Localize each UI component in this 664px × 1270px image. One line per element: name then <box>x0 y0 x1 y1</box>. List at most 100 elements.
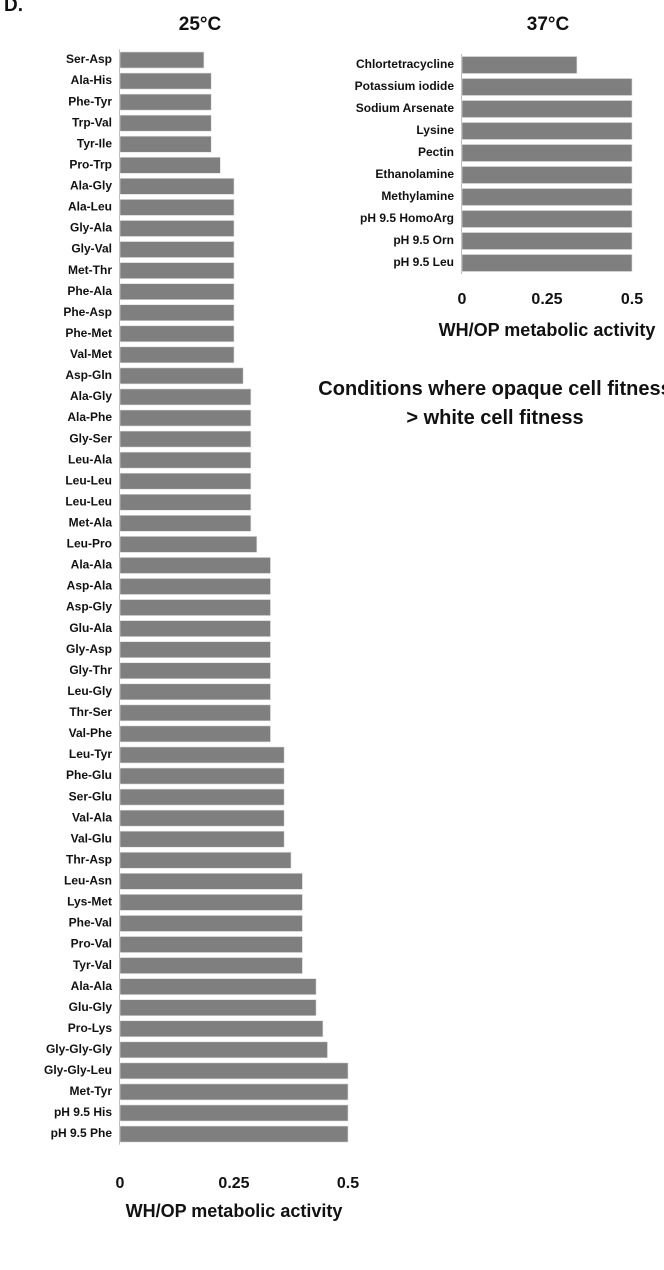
bar <box>119 578 271 595</box>
category-label: Phe-Val <box>69 916 112 930</box>
bar <box>461 56 578 74</box>
bar <box>119 809 285 827</box>
category-label: Ala-His <box>71 73 113 87</box>
bar <box>119 388 252 406</box>
bar <box>119 51 205 69</box>
category-label: Asp-Ala <box>67 579 113 593</box>
panel-label: D. <box>4 0 23 16</box>
category-label: Gly-Ala <box>70 221 112 235</box>
bar <box>119 894 303 911</box>
category-label: Ala-Ala <box>71 979 113 993</box>
category-label: Phe-Met <box>65 326 112 340</box>
category-label: Leu-Tyr <box>69 747 112 761</box>
x-tick-label: 0 <box>458 291 467 308</box>
category-label: Asp-Gly <box>66 600 112 614</box>
bar <box>119 1041 328 1059</box>
category-label: Ser-Glu <box>69 789 112 803</box>
chart-title: 25°C <box>179 14 222 35</box>
category-label: Met-Thr <box>68 263 112 277</box>
category-label: Leu-Ala <box>68 452 112 466</box>
category-label: Glu-Gly <box>69 1000 113 1014</box>
category-label: Sodium Arsenate <box>356 101 455 115</box>
category-label: Thr-Asp <box>66 852 112 866</box>
bar <box>119 493 252 511</box>
category-label: Pro-Lys <box>68 1021 113 1035</box>
category-label: pH 9.5 HomoArg <box>360 211 454 225</box>
category-label: Gly-Val <box>71 242 112 256</box>
bar <box>119 72 212 90</box>
category-label: Gly-Gly-Leu <box>44 1063 112 1077</box>
x-tick-label: 0.5 <box>621 291 643 308</box>
category-label: Pro-Val <box>71 937 112 951</box>
bar <box>119 93 212 111</box>
category-label: Phe-Ala <box>67 284 112 298</box>
bar <box>119 1104 349 1122</box>
bar <box>119 536 258 553</box>
bar <box>461 232 633 250</box>
bar <box>119 304 235 322</box>
x-tick-label: 0.25 <box>531 291 562 308</box>
bar <box>119 135 212 153</box>
bar <box>119 157 221 174</box>
category-label: Tyr-Ile <box>77 136 112 150</box>
category-label: Leu-Asn <box>64 874 112 888</box>
category-label: Gly-Thr <box>69 663 112 677</box>
bar <box>119 515 252 532</box>
category-label: Leu-Pro <box>67 537 112 551</box>
bar <box>119 220 235 237</box>
category-label: Ala-Gly <box>70 389 112 403</box>
category-label: Gly-Gly-Gly <box>46 1042 112 1056</box>
category-label: Potassium iodide <box>355 79 455 93</box>
category-label: Met-Tyr <box>70 1084 113 1098</box>
x-tick-label: 0.25 <box>218 1175 249 1192</box>
bar <box>461 166 633 184</box>
category-label: Val-Glu <box>71 831 112 845</box>
bar <box>119 830 285 848</box>
bar <box>461 78 633 96</box>
category-label: Chlortetracycline <box>356 57 454 71</box>
category-label: Val-Phe <box>69 726 113 740</box>
chart-title: 37°C <box>527 14 570 35</box>
bar <box>119 683 271 701</box>
x-tick-label: 0.5 <box>337 1175 359 1192</box>
category-label: Phe-Tyr <box>68 94 112 108</box>
bar <box>119 367 244 385</box>
category-label: Methylamine <box>381 189 454 203</box>
annotation: Conditions where opaque cell fitness > w… <box>318 378 664 429</box>
bar <box>461 210 633 228</box>
category-label: Leu-Gly <box>67 684 112 698</box>
bar <box>461 188 633 206</box>
category-label: Lysine <box>416 123 454 137</box>
category-label: Gly-Asp <box>66 642 112 656</box>
category-label: Pectin <box>418 145 454 159</box>
category-label: Phe-Glu <box>66 768 112 782</box>
category-label: Phe-Asp <box>63 305 112 319</box>
category-label: Tyr-Val <box>73 958 112 972</box>
bar <box>119 346 235 364</box>
bar <box>119 788 285 806</box>
bar <box>119 241 235 258</box>
bar <box>119 851 292 869</box>
category-label: pH 9.5 Orn <box>393 233 454 247</box>
bar <box>119 430 252 448</box>
category-label: Val-Met <box>70 347 112 361</box>
bar <box>119 662 271 680</box>
bar <box>461 144 633 162</box>
bar <box>119 978 317 995</box>
category-label: Ala-Phe <box>67 410 112 424</box>
category-label: Met-Ala <box>69 515 113 529</box>
category-label: pH 9.5 Leu <box>393 255 454 269</box>
bar <box>119 557 271 574</box>
bar <box>119 957 303 974</box>
bar <box>461 254 633 272</box>
bar <box>119 409 252 427</box>
bar <box>119 1083 349 1101</box>
x-tick-label: 0 <box>116 1175 125 1192</box>
category-label: Gly-Ser <box>69 431 112 445</box>
bar <box>119 1062 349 1080</box>
bar <box>119 873 303 890</box>
bar <box>119 599 271 616</box>
category-label: Pro-Trp <box>69 157 112 171</box>
